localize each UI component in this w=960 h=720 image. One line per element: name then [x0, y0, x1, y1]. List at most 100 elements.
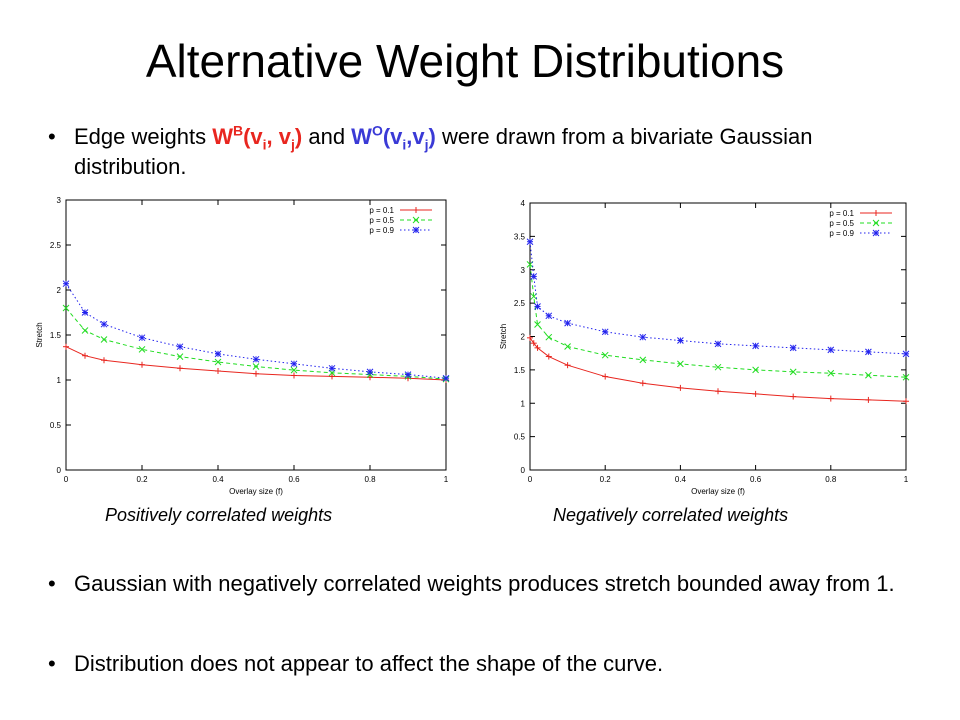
- data-point-s3-d2: [639, 333, 647, 341]
- data-point-s3: [138, 334, 146, 342]
- data-point-s3: [62, 280, 70, 288]
- data-point-s3: [526, 238, 534, 246]
- data-point-s3: [827, 346, 835, 354]
- data-point-s3: [81, 309, 89, 316]
- x-tick-label: 1: [904, 475, 909, 484]
- wo-close: ): [428, 124, 436, 149]
- x-tick-label: 0.8: [825, 475, 837, 484]
- data-point-s3-d2: [214, 350, 222, 358]
- data-point-s2: [639, 356, 647, 364]
- series-line-2: [529, 264, 907, 378]
- data-point-s1: [534, 344, 541, 351]
- wb-sub-j: j: [291, 136, 295, 153]
- data-point-s2-d2: [902, 373, 910, 381]
- wo-open: (v: [382, 124, 403, 149]
- data-point-s3: [601, 328, 609, 336]
- data-point-s3-d2: [902, 350, 910, 358]
- y-tick-label: 2: [57, 286, 62, 295]
- data-point-s2: [601, 351, 609, 359]
- series-line-1: [65, 346, 447, 381]
- series-line-2: [65, 307, 447, 380]
- data-point-s2-d2: [752, 366, 759, 374]
- data-point-s1: [139, 361, 145, 368]
- data-point-s3: [534, 303, 541, 310]
- data-point-s3-d2: [865, 348, 872, 356]
- data-point-s3: [545, 312, 553, 320]
- data-point-s2-d2: [100, 336, 108, 343]
- data-point-s3-d2: [526, 238, 534, 246]
- data-point-s2: [752, 366, 759, 374]
- caption-negative: Negatively correlated weights: [553, 505, 789, 525]
- y-tick-label: 0: [521, 466, 526, 475]
- data-point-s3: [789, 344, 797, 352]
- wo-comma: ,v: [406, 124, 425, 149]
- data-point-s3-d2: [752, 342, 759, 350]
- y-tick-label: 0.5: [514, 433, 526, 442]
- data-point-s3-d2: [366, 368, 374, 376]
- data-point-s3: [442, 374, 450, 382]
- data-point-s1: [177, 365, 183, 372]
- wb-close: ): [294, 124, 303, 149]
- data-point-s1: [82, 352, 88, 359]
- legend-marker-1: [873, 210, 879, 216]
- data-point-s3-d2: [290, 360, 298, 368]
- x-tick-label: 1: [444, 475, 449, 484]
- data-point-s2-d2: [214, 358, 222, 366]
- data-point-s3-d2: [176, 343, 184, 351]
- data-point-s1: [677, 384, 684, 391]
- data-point-s3-d2: [442, 374, 450, 382]
- wo-sup: O: [371, 122, 383, 139]
- data-point-s3-d2: [601, 328, 609, 336]
- x-tick-label: 0.6: [750, 475, 762, 484]
- legend-label-3: p = 0.9: [829, 229, 854, 238]
- x-tick-label: 0: [64, 475, 69, 484]
- data-point-s1: [564, 362, 571, 369]
- bullet-dot: •: [48, 651, 56, 676]
- data-point-s2-d2: [677, 360, 684, 368]
- x-tick-label: 0.4: [675, 475, 687, 484]
- wb-letter: W: [212, 124, 233, 149]
- bullet1-mid: and: [302, 124, 352, 149]
- data-point-s2-d2: [545, 333, 553, 341]
- bullet-text: Distribution does not appear to affect t…: [74, 651, 664, 676]
- data-point-s3-d2: [827, 346, 835, 354]
- data-point-s1: [530, 340, 537, 347]
- legend-marker-3: [872, 229, 880, 237]
- data-point-s2: [827, 369, 835, 377]
- wo-term: WO(vi,vj): [351, 122, 436, 152]
- legend-marker-3-d2: [412, 226, 420, 234]
- y-tick-label: 0.5: [50, 421, 62, 430]
- data-point-s2-d2: [639, 356, 647, 364]
- data-point-s2-d2: [564, 343, 571, 350]
- data-point-s1: [790, 393, 797, 400]
- data-point-s1: [215, 368, 221, 374]
- legend-label-3: p = 0.9: [369, 226, 394, 235]
- y-tick-label: 2.5: [50, 241, 62, 250]
- series-line-3: [529, 241, 907, 355]
- wb-sup: B: [232, 122, 244, 139]
- data-point-s3: [752, 342, 759, 350]
- y-tick-label: 1: [521, 399, 526, 408]
- legend-label-2: p = 0.5: [829, 219, 854, 228]
- bullet-text: Gaussian with negatively correlated weig…: [74, 571, 895, 596]
- data-point-s2-d2: [81, 327, 89, 334]
- data-point-s3: [714, 340, 722, 348]
- data-point-s3: [404, 371, 412, 378]
- data-point-s1: [545, 353, 552, 360]
- data-point-s2: [290, 366, 298, 374]
- data-point-s2: [176, 353, 184, 360]
- data-point-s2-d2: [827, 369, 835, 377]
- data-point-s3: [100, 320, 108, 328]
- data-point-s2-d2: [252, 363, 260, 370]
- data-point-s2-d2: [176, 353, 184, 360]
- data-point-s1: [865, 396, 872, 403]
- data-point-s2-d2: [138, 346, 146, 353]
- data-point-s2: [545, 333, 553, 341]
- data-point-s3: [902, 350, 910, 358]
- data-point-s2: [138, 346, 146, 353]
- data-point-s1: [827, 395, 834, 402]
- data-point-s1: [527, 334, 533, 341]
- chart-positive-correlation: 0 0.2 0.4 0.6 0.8 1 0 0.5 1 1.5 2 2.5 3 Overlay size …: [20, 190, 466, 496]
- data-point-s1: [291, 372, 297, 379]
- legend-marker-2-d2: [872, 219, 880, 227]
